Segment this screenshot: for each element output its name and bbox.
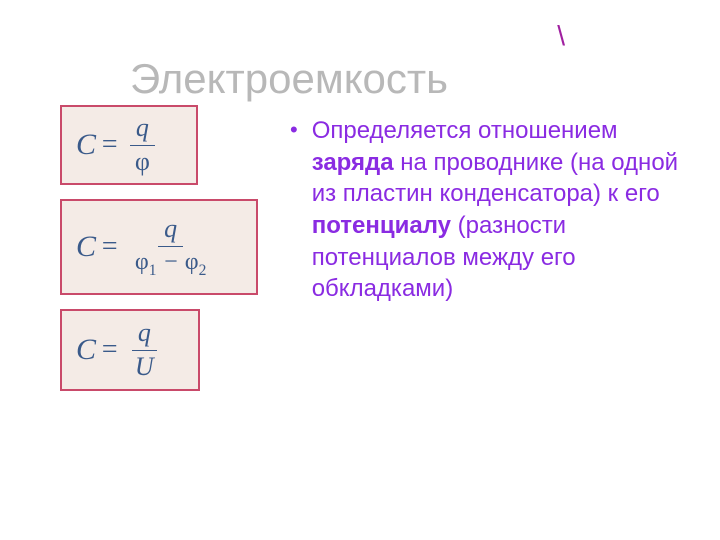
page-title: Электроемкость <box>130 55 448 103</box>
phi2: φ <box>185 249 199 275</box>
fraction: q U <box>129 319 160 381</box>
numerator: q <box>132 319 157 351</box>
denominator: φ1 − φ2 <box>129 247 213 279</box>
formula-lhs: C <box>76 333 96 367</box>
sub2: 2 <box>199 262 207 279</box>
phi1: φ <box>135 249 149 275</box>
decor-backslash: \ <box>557 20 565 52</box>
formula-c-q-u: C = q U <box>60 309 200 391</box>
minus: − <box>157 249 185 275</box>
formula-lhs: C <box>76 128 96 162</box>
equals-sign: = <box>100 231 119 263</box>
formula-column: C = q φ C = q φ1 − φ2 C = q U <box>60 105 260 405</box>
bullet-item: • Определяется отношением заряда на пров… <box>290 115 690 305</box>
sub1: 1 <box>149 262 157 279</box>
equals-sign: = <box>100 334 119 366</box>
text-bold-potential: потенциалу <box>312 212 451 239</box>
formula-lhs: C <box>76 230 96 264</box>
denominator: U <box>129 351 160 382</box>
bullet-icon: • <box>290 119 298 141</box>
denominator: φ <box>129 146 156 177</box>
definition-text: Определяется отношением заряда на провод… <box>312 115 690 305</box>
numerator: q <box>158 215 183 247</box>
definition-block: • Определяется отношением заряда на пров… <box>290 115 690 305</box>
formula-c-q-phi-diff: C = q φ1 − φ2 <box>60 199 258 295</box>
fraction: q φ <box>129 114 156 176</box>
text-bold-charge: заряда <box>312 149 394 176</box>
numerator: q <box>130 114 155 146</box>
equals-sign: = <box>100 129 119 161</box>
text-part: Определяется отношением <box>312 117 618 144</box>
formula-c-q-phi: C = q φ <box>60 105 198 185</box>
fraction: q φ1 − φ2 <box>129 215 213 279</box>
